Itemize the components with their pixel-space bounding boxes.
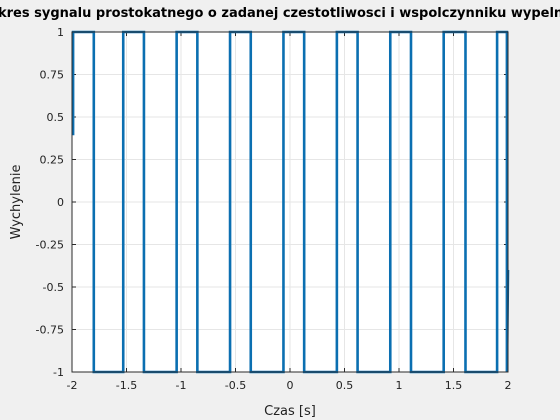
x-tick-label: 2 [505, 379, 512, 392]
x-tick-label: -1.5 [116, 379, 137, 392]
x-tick-label: 1.5 [445, 379, 463, 392]
y-tick-label: 0 [57, 196, 64, 209]
x-tick-label: -0.5 [225, 379, 246, 392]
x-tick-label: -2 [67, 379, 78, 392]
x-tick-label: 0.5 [336, 379, 354, 392]
x-tick-label: -1 [176, 379, 187, 392]
y-tick-label: -0.75 [36, 324, 64, 337]
y-tick-label: 0.25 [40, 154, 65, 167]
y-axis-label: Wychylenie [9, 165, 24, 240]
y-tick-label: -0.25 [36, 239, 64, 252]
x-tick-label: 1 [396, 379, 403, 392]
x-axis-label: Czas [s] [264, 404, 316, 419]
plot-frame [71, 31, 509, 373]
y-tick-label: 0.5 [47, 111, 65, 124]
y-tick-label: -1 [53, 366, 64, 379]
chart-title: kres sygnalu prostokatnego o zadanej cze… [0, 6, 560, 21]
y-tick-label: -0.5 [43, 281, 64, 294]
y-tick-label: 0.75 [40, 69, 65, 82]
y-tick-label: 1 [57, 26, 64, 39]
x-tick-label: 0 [287, 379, 294, 392]
